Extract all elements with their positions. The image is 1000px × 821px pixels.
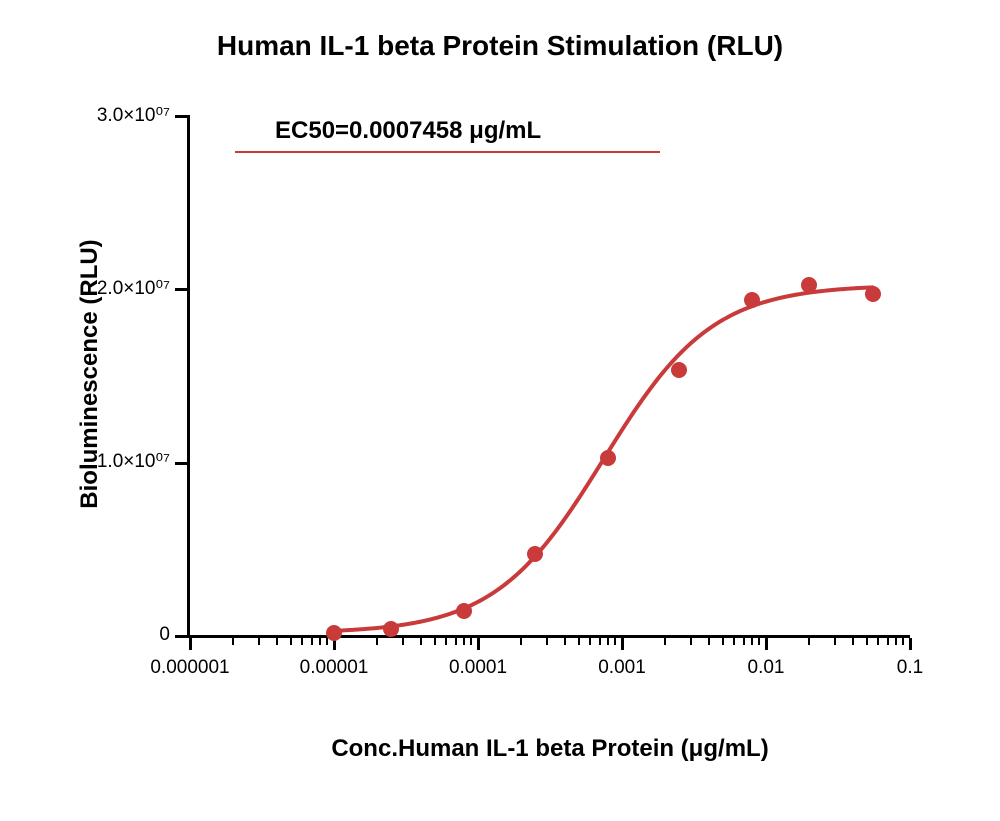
x-tick-minor — [463, 638, 465, 645]
data-point — [326, 625, 342, 641]
data-point — [801, 277, 817, 293]
y-tick — [175, 462, 187, 465]
x-axis-line — [190, 635, 910, 638]
x-tick-label: 0.000001 — [140, 657, 240, 679]
x-tick-major — [621, 638, 624, 650]
data-point — [671, 362, 687, 378]
x-tick-minor — [708, 638, 710, 645]
x-tick-minor — [434, 638, 436, 645]
x-tick-minor — [722, 638, 724, 645]
y-tick — [175, 635, 187, 638]
x-tick-minor — [290, 638, 292, 645]
x-tick-minor — [614, 638, 616, 645]
y-tick-label: 1.0×10⁰⁷ — [97, 450, 170, 473]
x-tick-minor — [834, 638, 836, 645]
x-tick-minor — [599, 638, 601, 645]
data-point — [744, 292, 760, 308]
y-axis-label: Bioluminescence (RLU) — [76, 224, 104, 524]
x-tick-minor — [852, 638, 854, 645]
x-tick-minor — [420, 638, 422, 645]
data-point — [865, 286, 881, 302]
x-tick-major — [909, 638, 912, 650]
data-point — [383, 621, 399, 637]
x-tick-minor — [887, 638, 889, 645]
y-tick-label: 0 — [159, 624, 170, 646]
x-tick-minor — [664, 638, 666, 645]
x-tick-minor — [589, 638, 591, 645]
x-tick-minor — [402, 638, 404, 645]
x-tick-minor — [733, 638, 735, 645]
data-point — [527, 546, 543, 562]
x-tick-minor — [470, 638, 472, 645]
chart-container: Human IL-1 beta Protein Stimulation (RLU… — [0, 0, 1000, 821]
x-tick-label: 0.001 — [572, 657, 672, 679]
x-tick-major — [477, 638, 480, 650]
x-tick-minor — [902, 638, 904, 645]
x-tick-label: 0.1 — [860, 657, 960, 679]
data-point — [456, 603, 472, 619]
x-tick-minor — [520, 638, 522, 645]
x-tick-minor — [751, 638, 753, 645]
x-tick-label: 0.00001 — [284, 657, 384, 679]
x-tick-minor — [607, 638, 609, 645]
x-tick-minor — [758, 638, 760, 645]
y-tick-label: 2.0×10⁰⁷ — [97, 277, 170, 300]
y-tick-label: 3.0×10⁰⁷ — [97, 104, 170, 127]
x-axis-label: Conc.Human IL-1 beta Protein (μg/mL) — [320, 735, 780, 763]
x-tick-minor — [445, 638, 447, 645]
x-tick-minor — [276, 638, 278, 645]
fit-curve — [190, 115, 910, 635]
x-tick-minor — [311, 638, 313, 645]
x-tick-minor — [866, 638, 868, 645]
x-tick-minor — [376, 638, 378, 645]
x-tick-minor — [232, 638, 234, 645]
x-tick-minor — [564, 638, 566, 645]
x-tick-minor — [258, 638, 260, 645]
x-tick-major — [765, 638, 768, 650]
x-tick-minor — [546, 638, 548, 645]
x-tick-minor — [455, 638, 457, 645]
y-tick — [175, 115, 187, 118]
x-tick-minor — [808, 638, 810, 645]
x-tick-minor — [319, 638, 321, 645]
x-tick-minor — [743, 638, 745, 645]
x-tick-minor — [301, 638, 303, 645]
chart-title: Human IL-1 beta Protein Stimulation (RLU… — [0, 30, 1000, 62]
plot-area: 01.0×10⁰⁷2.0×10⁰⁷3.0×10⁰⁷0.0000010.00001… — [190, 115, 910, 635]
x-tick-label: 0.01 — [716, 657, 816, 679]
y-tick — [175, 288, 187, 291]
x-tick-label: 0.0001 — [428, 657, 528, 679]
x-tick-minor — [578, 638, 580, 645]
data-point — [600, 450, 616, 466]
x-tick-minor — [877, 638, 879, 645]
x-tick-minor — [895, 638, 897, 645]
x-tick-major — [189, 638, 192, 650]
x-tick-minor — [690, 638, 692, 645]
